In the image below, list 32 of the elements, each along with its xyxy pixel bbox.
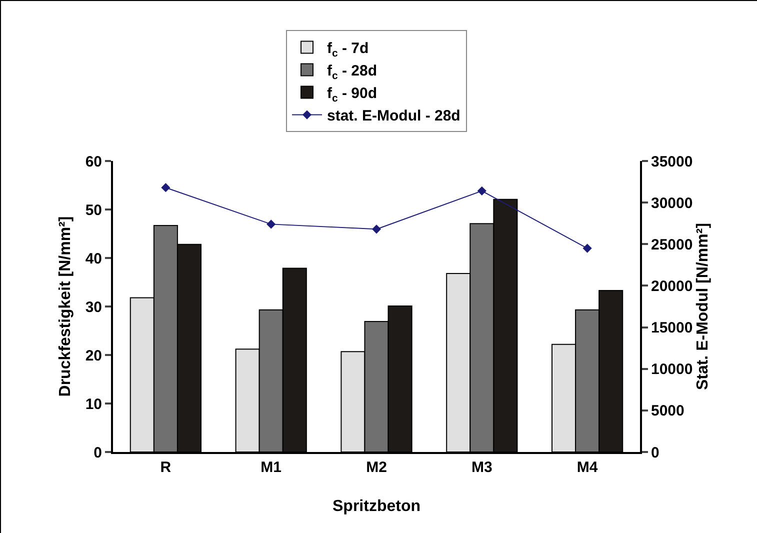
y2-tick-label: 0 <box>651 444 660 462</box>
legend-label: f$_{c}$ - 7d <box>327 40 369 60</box>
y-axis-title: Druckfestigkeit [N/mm²] <box>57 216 74 397</box>
x-tick-label: R <box>160 459 172 476</box>
y-tick-label: 0 <box>94 444 102 462</box>
y2-tick-label: 5000 <box>651 402 684 420</box>
point <box>161 183 170 192</box>
y2-tick-label: 20000 <box>651 278 693 295</box>
legend-label: stat. E-Modul - 28d <box>327 108 460 125</box>
point <box>372 224 382 234</box>
point <box>582 244 592 253</box>
y2-tick-label: 15000 <box>651 320 693 337</box>
legend-label: f$_{c}$ - 28d <box>327 62 378 82</box>
x-tick-label: M2 <box>366 459 387 476</box>
y2-axis-title: Stat. E-Modul [N/mm²] <box>694 222 712 390</box>
x-tick-label: M1 <box>260 459 282 476</box>
point <box>477 186 486 196</box>
y-tick-label: 50 <box>85 202 102 219</box>
y-tick-label: 30 <box>85 298 102 316</box>
y-tick-label: 20 <box>85 347 102 364</box>
y-tick-label: 10 <box>85 396 102 413</box>
y2-tick-label: 30000 <box>651 194 693 212</box>
y2-tick-label: 10000 <box>651 361 693 378</box>
x-tick-label: M3 <box>471 459 492 476</box>
y-tick-label: 40 <box>85 250 102 268</box>
x-axis-title: Spritzbeton <box>332 498 420 515</box>
y-tick-label: 60 <box>85 153 102 170</box>
y2-tick-label: 25000 <box>651 236 693 254</box>
legend-label: f$_{c}$ - 90d <box>327 85 378 104</box>
point <box>266 220 276 229</box>
y2-tick-label: 35000 <box>651 153 693 170</box>
x-tick-label: M4 <box>576 459 598 476</box>
